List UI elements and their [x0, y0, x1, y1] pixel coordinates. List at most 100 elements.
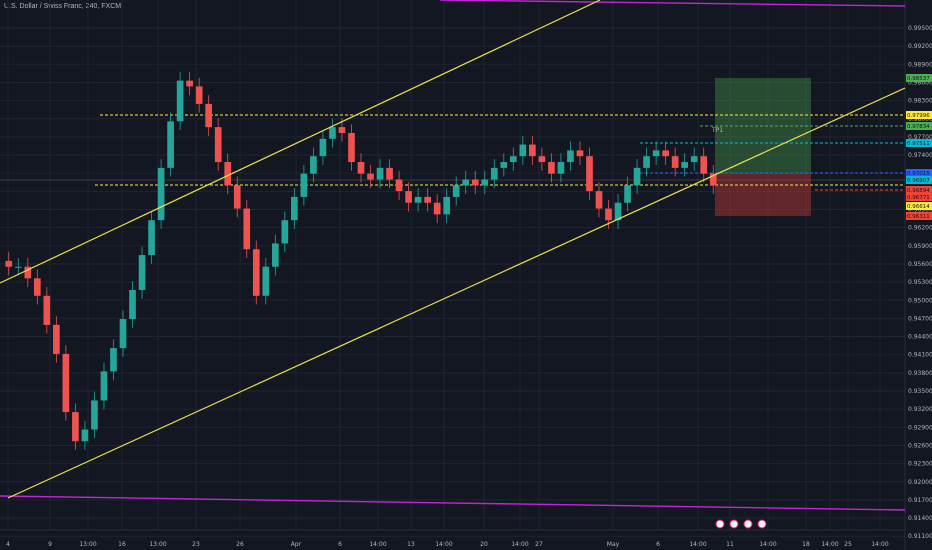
candle-body: [262, 266, 270, 296]
y-tick-label: 0.92000: [908, 479, 932, 486]
candle-body: [509, 156, 517, 163]
candle-body: [395, 179, 403, 192]
y-tick-label: 0.93500: [908, 388, 932, 395]
y-tick-label: 0.92900: [908, 424, 932, 431]
price-tag: [906, 212, 932, 220]
candle-body: [252, 249, 260, 296]
x-tick-label: 23: [192, 541, 200, 548]
candle-body: [481, 179, 489, 186]
price-tag-label: 0.96894: [907, 188, 930, 194]
candle-body: [681, 162, 689, 168]
candle-body: [709, 173, 717, 186]
candle-body: [14, 266, 22, 268]
candle-body: [72, 412, 79, 442]
candle-body: [81, 429, 89, 442]
candle-body: [62, 353, 70, 413]
x-tick-label: 18: [802, 541, 810, 548]
candle-body: [557, 162, 565, 174]
x-tick-label: 11: [726, 541, 734, 548]
magenta-line-top: [439, 0, 906, 7]
candle-body: [452, 185, 460, 197]
candle-body: [471, 179, 479, 186]
x-tick-label: Apr: [291, 541, 302, 548]
candle-body: [5, 260, 13, 267]
x-tick-label: 25: [844, 541, 852, 548]
candle-body: [300, 173, 308, 197]
candle-body: [148, 220, 155, 256]
price-tag: [906, 111, 932, 119]
price-tag-label: 0.96311: [907, 214, 930, 220]
candle-body: [567, 150, 574, 163]
candle-body: [662, 150, 669, 157]
y-tick-label: 0.91400: [908, 515, 932, 522]
x-tick-label: 14:00: [871, 541, 888, 548]
candle-body: [110, 348, 117, 372]
y-tick-label: 0.94700: [908, 315, 932, 322]
candle-body: [443, 196, 451, 215]
price-tag-label: 0.97511: [907, 141, 930, 147]
y-tick-label: 0.98000: [908, 116, 932, 123]
price-tag: [906, 193, 932, 201]
candle-body: [595, 191, 603, 209]
candle-body: [167, 121, 174, 168]
candle-body: [214, 127, 222, 163]
y-tick-label: 0.99200: [908, 43, 932, 50]
candle-body: [586, 156, 593, 192]
candle-body: [433, 202, 441, 215]
x-tick-label: 14:00: [759, 541, 776, 548]
y-tick-label: 0.98600: [908, 79, 932, 86]
candle-body: [310, 156, 317, 174]
candle-body: [329, 127, 336, 139]
y-tick-label: 0.93800: [908, 370, 932, 377]
candle-body: [91, 400, 98, 430]
candle-body: [357, 162, 365, 174]
candle-body: [33, 278, 41, 296]
candle-body: [157, 167, 165, 221]
candle-body: [405, 191, 412, 203]
candle-body: [548, 162, 555, 174]
candle-body: [671, 156, 679, 168]
candle-body: [319, 138, 327, 157]
price-tag: [906, 122, 932, 130]
candle-body: [176, 80, 184, 122]
y-tick-label: 0.98300: [908, 98, 932, 105]
event-flag-icon: [743, 519, 753, 529]
candle-body: [43, 295, 51, 325]
channel-lower-line: [7, 87, 906, 499]
candle-body: [348, 132, 355, 163]
x-tick-label: 14:00: [369, 541, 386, 548]
price-tag-label: 0.96907: [907, 178, 930, 184]
price-tag: [906, 74, 932, 82]
candle-body: [500, 162, 508, 168]
y-tick-label: 0.91100: [908, 533, 932, 540]
candle-body: [386, 167, 393, 180]
price-tag-label: 0.98537: [907, 76, 930, 82]
candle-body: [338, 127, 346, 133]
channel-upper-line: [0, 0, 601, 284]
x-tick-label: 14:00: [435, 541, 452, 548]
price-tag: [906, 139, 932, 147]
y-tick-label: 0.98900: [908, 61, 932, 68]
x-tick-label: 14:00: [511, 541, 528, 548]
candle-body: [376, 167, 384, 180]
candle-body: [367, 173, 374, 180]
candle-body: [633, 167, 641, 186]
x-tick-label: 13:00: [79, 541, 96, 548]
candle-body: [605, 208, 612, 221]
candle-body: [53, 324, 60, 354]
candle-body: [529, 144, 536, 157]
y-tick-label: 0.91700: [908, 497, 932, 504]
x-tick-label: 16: [118, 541, 126, 548]
y-tick-label: 0.94400: [908, 334, 932, 341]
candle-body: [195, 86, 203, 104]
event-flag-icon: [757, 519, 767, 529]
candle-body: [224, 162, 232, 186]
price-tag-label: 0.97015: [907, 171, 930, 177]
x-tick-label: 9: [48, 541, 52, 548]
event-flag-icon: [729, 519, 739, 529]
price-tag-label: 0.96614: [907, 204, 930, 210]
price-tag-label: 0.96771: [907, 195, 930, 201]
candle-body: [129, 289, 136, 320]
candle-body: [243, 208, 251, 250]
